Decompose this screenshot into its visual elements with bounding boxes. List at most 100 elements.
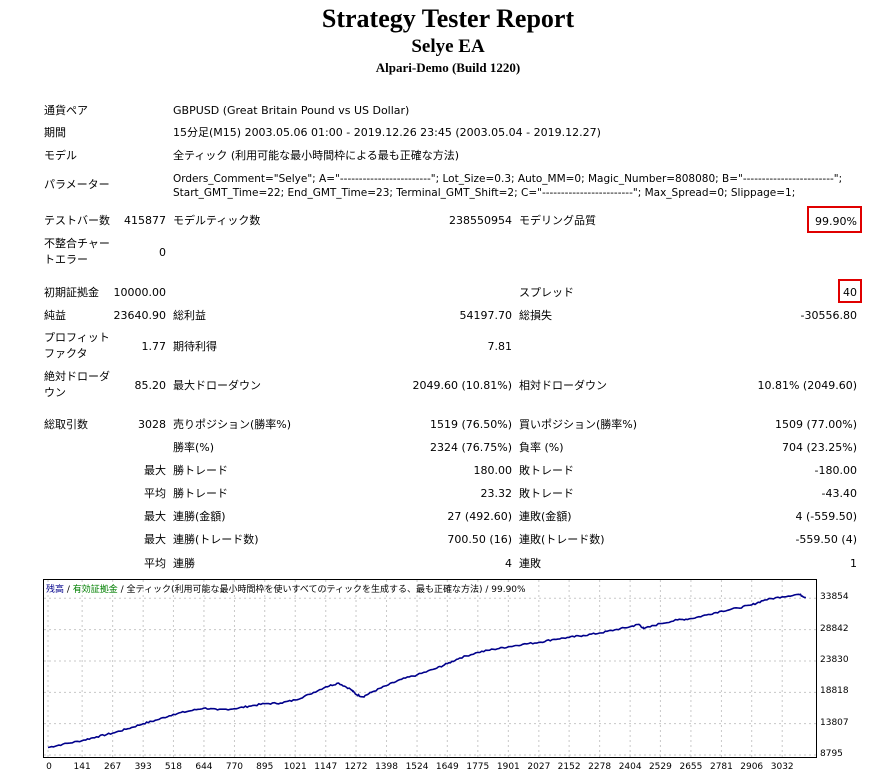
max-drawdown-value: 2049.60 (10.81%)	[412, 379, 512, 392]
deposit-value: 10000.00	[113, 286, 167, 299]
x-tick-label: 1147	[314, 762, 338, 772]
model-label: モデル	[44, 149, 77, 162]
x-tick-label: 2027	[527, 762, 551, 772]
profit-factor-label-line-2: ファクタ	[44, 347, 88, 360]
mismatch-label-line-2: トエラー	[44, 253, 88, 266]
consecutive-losses-value: 4 (-559.50)	[795, 510, 857, 523]
quality-label: モデリング品質	[519, 214, 596, 227]
average-consecutive-losses-label: 連敗	[519, 557, 541, 570]
average-consecutive-wins-label: 連勝	[173, 557, 195, 570]
balance-series-line	[47, 593, 807, 749]
x-tick-label: 2404	[618, 762, 642, 772]
gross-profit-label: 総利益	[173, 309, 206, 322]
legend-equity: 有効証拠金	[72, 585, 118, 595]
x-tick-label: 2655	[679, 762, 703, 772]
profit-factor-value: 1.77	[141, 340, 167, 353]
expected-payoff-value: 7.81	[487, 340, 513, 353]
x-tick-label: 3032	[770, 762, 794, 772]
x-tick-label: 1021	[283, 762, 307, 772]
x-tick-label: 644	[195, 762, 213, 772]
spread-value: 40	[843, 286, 857, 299]
consecutive-wins-label: 連勝(金額)	[173, 510, 226, 523]
parameters-label: パラメーター	[44, 178, 110, 191]
ea-name: Selye EA	[411, 36, 485, 57]
x-tick-label: 2152	[557, 762, 581, 772]
bars-label: テストバー数	[44, 214, 110, 227]
max-consecutive-prefix: 最大	[144, 510, 166, 523]
profit-trades-label: 勝率(%)	[173, 441, 215, 454]
short-positions-label: 売りポジション(勝率%)	[173, 418, 292, 431]
gross-loss-label: 総損失	[519, 309, 552, 322]
absolute-drawdown-label-line-2: ウン	[44, 386, 66, 399]
consecutive-profit-label: 連勝(トレード数)	[173, 533, 259, 546]
total-trades-value: 3028	[138, 418, 166, 431]
short-positions-value: 1519 (76.50%)	[429, 418, 512, 431]
quality-value: 99.90%	[815, 215, 857, 228]
average-consecutive-prefix: 平均	[144, 557, 166, 570]
x-tick-label: 770	[225, 762, 244, 772]
average-profit-value: 23.32	[480, 487, 513, 500]
long-positions-label: 買いポジション(勝率%)	[519, 418, 638, 431]
x-tick-label: 2781	[709, 762, 733, 772]
relative-drawdown-value: 10.81% (2049.60)	[757, 379, 857, 392]
parameters-line-2: Start_GMT_Time=22; End_GMT_Time=23; Term…	[173, 187, 796, 199]
y-tick-label: 8795	[820, 749, 843, 759]
absolute-drawdown-value: 85.20	[134, 379, 167, 392]
x-tick-label: 2906	[740, 762, 764, 772]
total-trades-label: 総取引数	[44, 418, 88, 431]
x-tick-label: 1901	[496, 762, 520, 772]
parameters-line-1: Orders_Comment="Selye"; A="-------------…	[173, 173, 843, 185]
consecutive-loss-value: -559.50 (4)	[795, 533, 857, 546]
bars-value: 415877	[124, 214, 166, 227]
x-tick-label: 2278	[588, 762, 612, 772]
legend-balance: 残高	[46, 585, 65, 595]
net-profit-value: 23640.90	[113, 309, 167, 322]
consecutive-wins-value: 27 (492.60)	[447, 510, 512, 523]
balance-chart-plot	[44, 580, 816, 757]
max-consecutive-count-prefix: 最大	[144, 533, 166, 546]
spread-label: スプレッド	[519, 286, 574, 299]
ticks-value: 238550954	[449, 214, 512, 227]
chart-legend: 残高 / 有効証拠金 / 全ティック(利用可能な最小時間枠を使いすべてのティック…	[46, 582, 526, 595]
legend-separator: /	[64, 585, 73, 595]
spread-highlight-box	[838, 279, 862, 303]
largest-loss-label: 敗トレード	[519, 464, 574, 477]
x-tick-label: 0	[46, 762, 52, 772]
gross-loss-value: -30556.80	[800, 309, 857, 322]
report-title: Strategy Tester Report	[321, 4, 575, 33]
largest-profit-value: 180.00	[473, 464, 513, 477]
legend-model-info: / 全ティック(利用可能な最小時間枠を使いすべてのティックを生成する、最も正確な…	[117, 585, 526, 595]
x-tick-label: 141	[73, 762, 91, 772]
average-consecutive-wins-value: 4	[505, 557, 512, 570]
relative-drawdown-label: 相対ドローダウン	[519, 379, 607, 392]
x-tick-label: 1272	[344, 762, 368, 772]
largest-profit-label: 勝トレード	[173, 464, 228, 477]
average-profit-label: 勝トレード	[173, 487, 228, 500]
consecutive-profit-value: 700.50 (16)	[447, 533, 512, 546]
y-tick-label: 18818	[820, 686, 849, 697]
y-tick-label: 23830	[820, 654, 849, 665]
net-profit-label: 純益	[44, 309, 66, 322]
x-tick-label: 895	[256, 762, 274, 772]
max-drawdown-label: 最大ドローダウン	[173, 379, 261, 392]
deposit-label: 初期証拠金	[44, 286, 99, 299]
quality-highlight-box	[807, 206, 862, 233]
average-loss-value: -43.40	[821, 487, 857, 500]
profit-factor-label-line-1: プロフィット	[44, 331, 110, 344]
x-tick-label: 267	[104, 762, 122, 772]
average-loss-label: 敗トレード	[519, 487, 574, 500]
x-tick-label: 393	[134, 762, 152, 772]
absolute-drawdown-label-line-1: 絶対ドローダ	[44, 370, 110, 383]
model-value: 全ティック (利用可能な最小時間枠による最も正確な方法)	[173, 149, 460, 162]
x-tick-label: 518	[164, 762, 183, 772]
period-label: 期間	[44, 126, 66, 139]
mismatch-label-line-1: 不整合チャー	[44, 237, 110, 250]
y-tick-label: 13807	[820, 717, 849, 728]
average-prefix: 平均	[144, 487, 166, 500]
period-value: 15分足(M15) 2003.05.06 01:00 - 2019.12.26 …	[173, 126, 601, 139]
largest-prefix: 最大	[144, 464, 166, 477]
mismatch-value: 0	[159, 246, 166, 259]
consecutive-losses-label: 連敗(金額)	[519, 510, 572, 523]
largest-loss-value: -180.00	[814, 464, 857, 477]
balance-chart	[43, 579, 817, 758]
